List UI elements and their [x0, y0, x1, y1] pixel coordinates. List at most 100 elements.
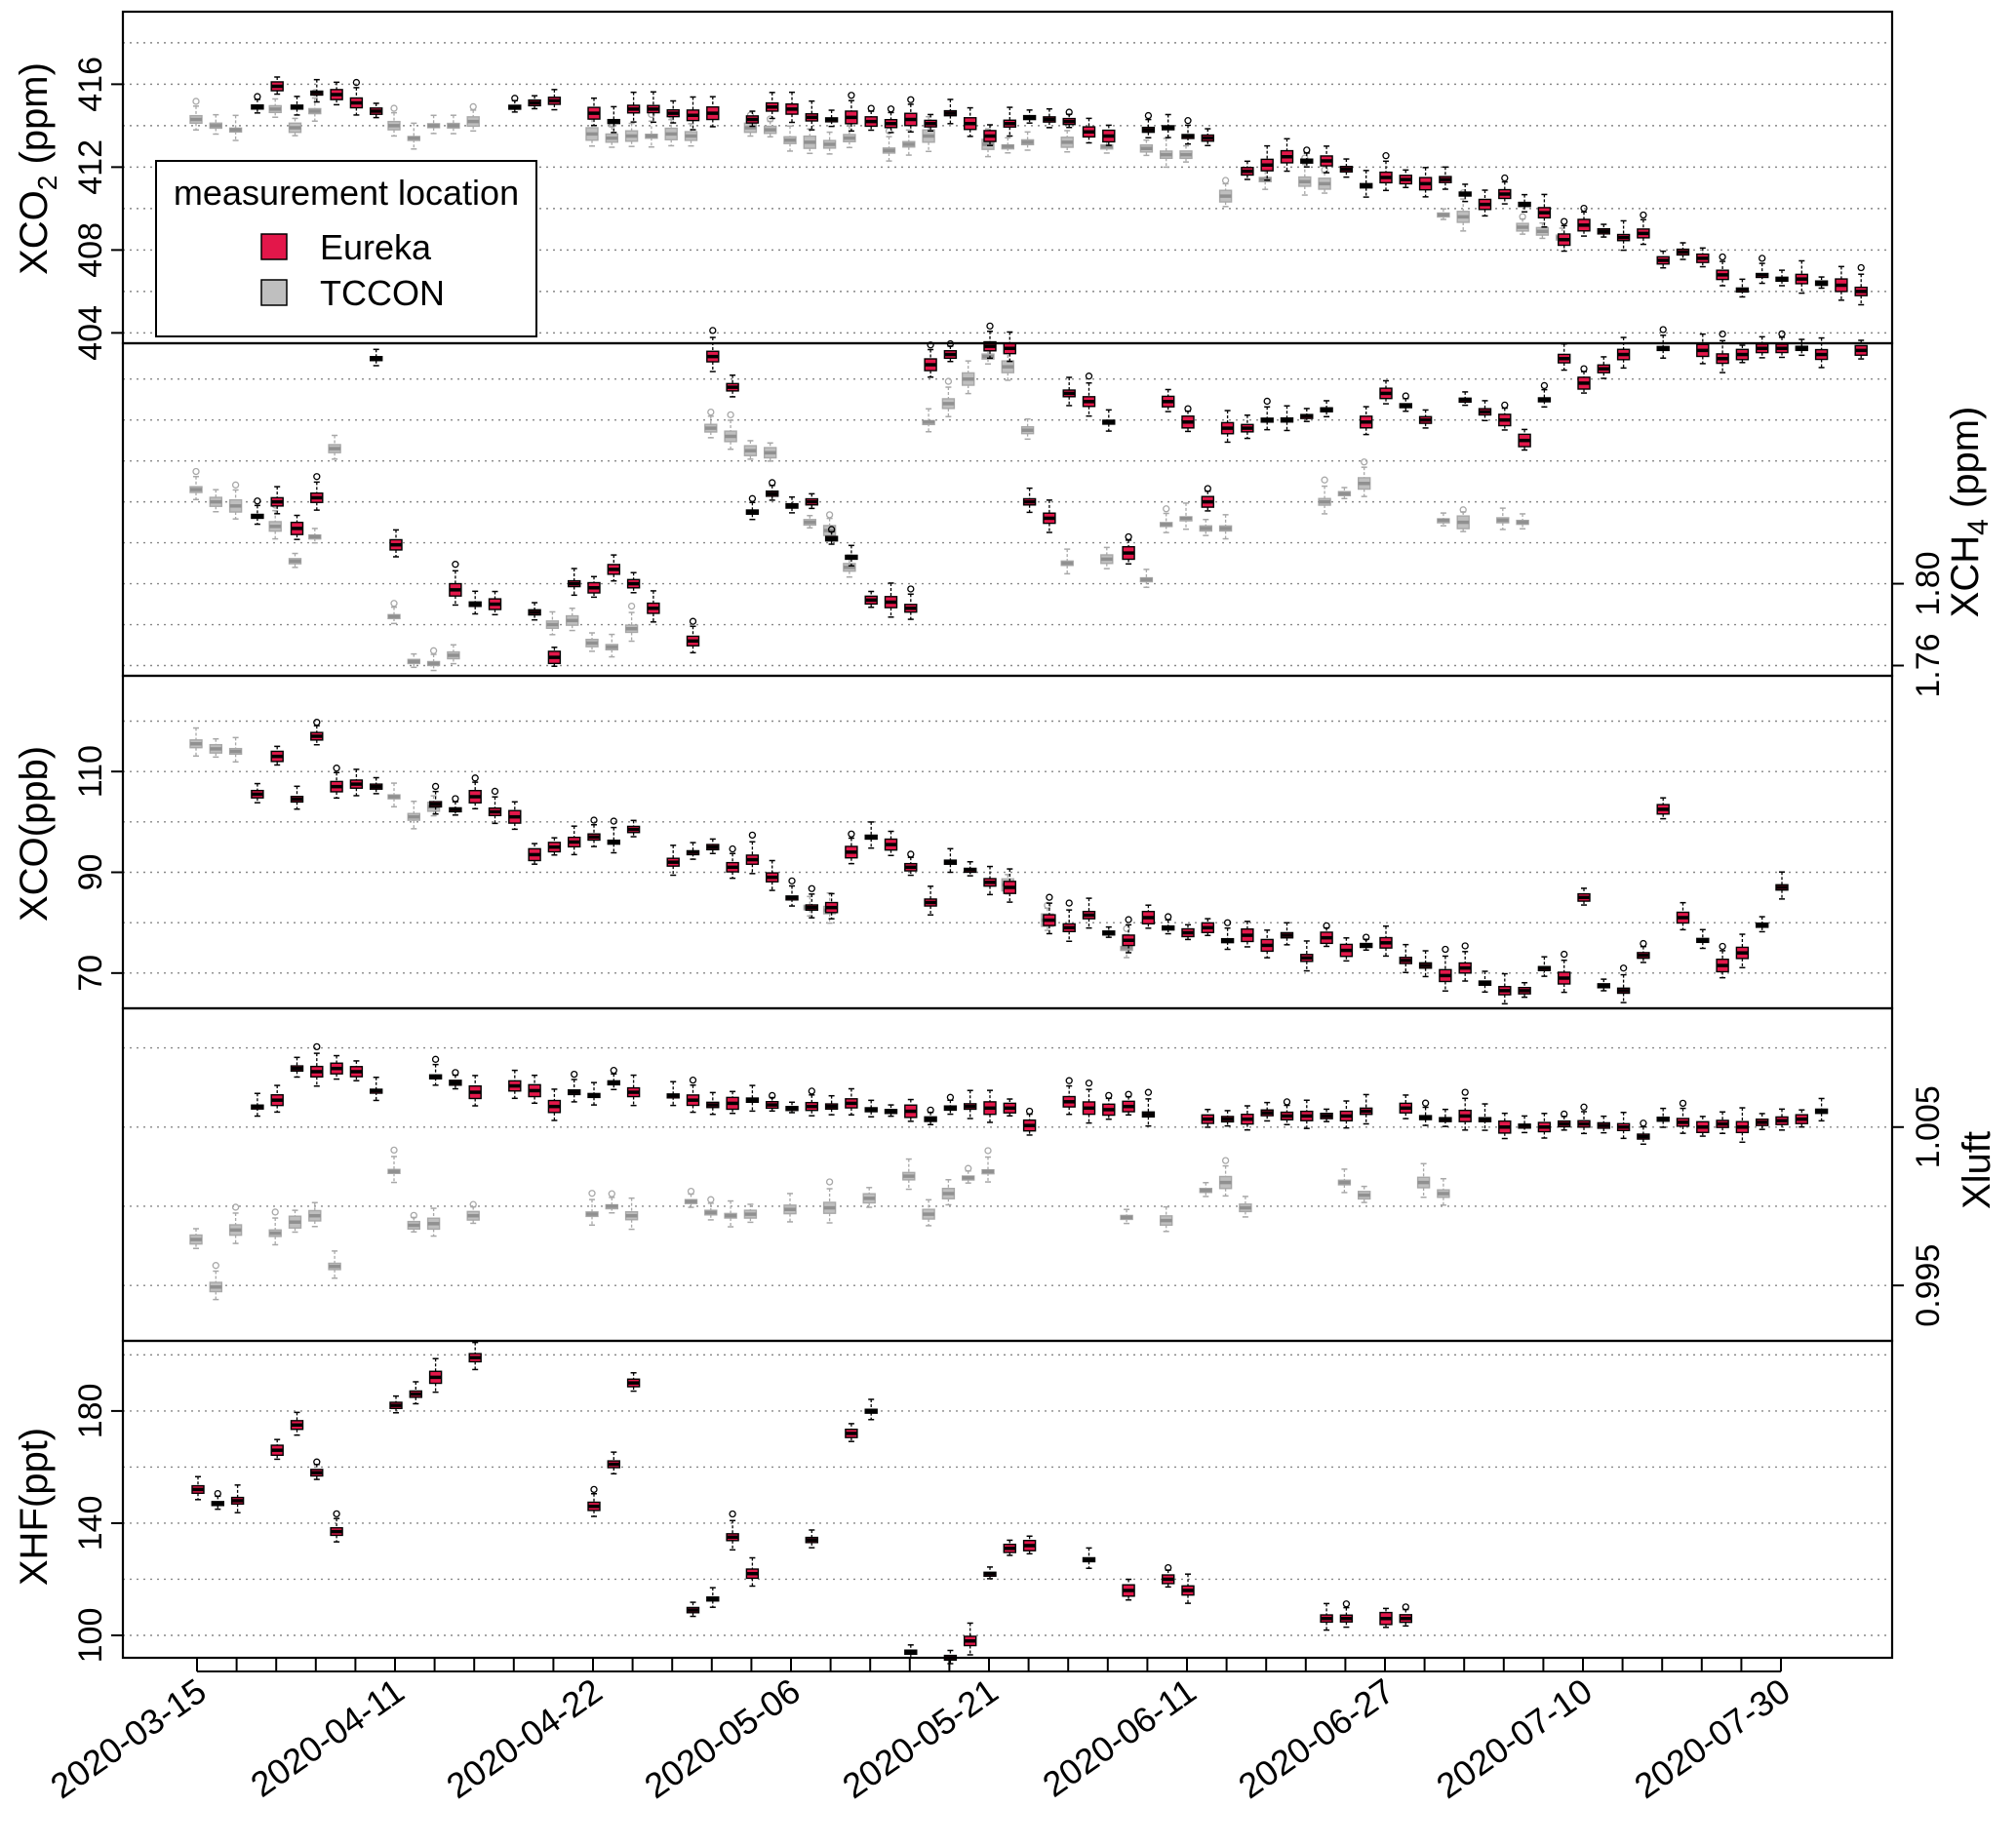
outlier-point — [848, 92, 855, 99]
box-xco-eureka — [904, 850, 918, 877]
outlier-point — [313, 1042, 321, 1051]
box-xco2-tccon — [664, 111, 678, 147]
box-xluft-tccon — [704, 1196, 718, 1221]
ylabel-xco2: XCO2 (ppm) — [13, 62, 62, 275]
box-xhf-eureka — [904, 1644, 918, 1659]
box-xhf-eureka — [1181, 1573, 1195, 1604]
box-xch4-tccon — [605, 633, 618, 658]
box-xluft-eureka — [1300, 1099, 1314, 1129]
box-xco2-eureka — [1478, 189, 1492, 217]
box-xco2-tccon — [605, 119, 618, 148]
box-xluft-eureka — [1241, 1105, 1254, 1131]
ytick-label-xhf: 100 — [72, 1608, 109, 1664]
outlier-point — [313, 719, 321, 727]
outlier-point — [1046, 893, 1053, 901]
box-xco2-eureka — [310, 78, 324, 103]
box-xhf-eureka — [964, 1622, 977, 1656]
box-xhf-eureka — [191, 1475, 205, 1501]
box-xco-eureka — [1577, 887, 1591, 906]
box-xco2-tccon — [822, 131, 837, 155]
box-xhf-eureka — [1399, 1603, 1413, 1628]
box-xco-eureka — [1260, 929, 1274, 959]
box-xluft-eureka — [310, 1042, 324, 1087]
box-xco2-eureka — [1439, 166, 1452, 190]
outlier-point — [1144, 1088, 1153, 1096]
box-xluft-tccon — [228, 1203, 243, 1244]
box-xhf-eureka — [330, 1510, 343, 1543]
box-xch4-eureka — [1043, 499, 1056, 533]
box-xco2-eureka — [370, 102, 383, 119]
outlier-point — [887, 105, 895, 113]
box-xluft-eureka — [528, 1074, 541, 1105]
box-xco-eureka — [924, 885, 937, 916]
box-xch4-eureka — [1241, 413, 1254, 440]
outlier-point — [944, 377, 953, 385]
box-xluft-tccon — [308, 1201, 322, 1228]
outlier-point — [1778, 330, 1786, 338]
box-xch4-eureka — [1359, 406, 1373, 436]
outlier-point — [1125, 1090, 1132, 1098]
box-xco2-eureka — [1379, 152, 1393, 192]
box-xco2-eureka — [1637, 211, 1650, 246]
box-xco-eureka — [726, 844, 739, 880]
outlier-point — [1044, 901, 1051, 910]
panel-frame-xch4 — [121, 341, 1894, 678]
outlier-point — [1759, 255, 1766, 262]
box-xch4-eureka — [1260, 397, 1274, 431]
box-xch4-tccon — [308, 528, 322, 544]
outlier-point — [1679, 1099, 1687, 1108]
box-xco-eureka — [666, 844, 680, 877]
box-xco2-eureka — [607, 105, 620, 134]
box-xco-eureka — [884, 830, 898, 857]
box-xluft-eureka — [1062, 1077, 1076, 1116]
box-xch4-tccon — [1337, 487, 1352, 499]
box-xluft-eureka — [1716, 1111, 1729, 1134]
box-xluft-tccon — [288, 1209, 302, 1234]
box-xco-eureka — [330, 765, 343, 800]
box-xluft-tccon — [209, 1262, 223, 1301]
box-xco-eureka — [568, 825, 581, 856]
box-xco2-tccon — [426, 114, 441, 135]
box-xluft-eureka — [1122, 1090, 1135, 1117]
box-xch4-eureka — [824, 526, 839, 545]
outlier-point — [1105, 1091, 1113, 1100]
box-xco-eureka — [1280, 922, 1294, 946]
box-xluft-eureka — [943, 1093, 958, 1116]
box-xluft-tccon — [624, 1197, 639, 1231]
outlier-point — [1580, 365, 1588, 373]
box-xch4-tccon — [288, 552, 302, 569]
box-xch4-tccon — [407, 652, 420, 669]
box-xluft-eureka — [1676, 1099, 1690, 1134]
box-xco2-eureka — [1835, 265, 1848, 301]
outlier-point — [1719, 253, 1726, 261]
box-xco-eureka — [626, 819, 641, 838]
outlier-point — [729, 844, 736, 853]
outlier-point — [1184, 117, 1192, 125]
box-xhf-eureka — [626, 1372, 641, 1393]
box-xluft-tccon — [902, 1158, 916, 1191]
outlier-point — [231, 1203, 240, 1211]
box-xch4-tccon — [1318, 476, 1331, 515]
outlier-point — [1144, 111, 1153, 120]
outlier-point — [431, 1055, 440, 1063]
outlier-point — [212, 1262, 219, 1270]
box-xch4-eureka — [864, 590, 878, 609]
box-xco-eureka — [1557, 950, 1571, 994]
box-xco-eureka — [983, 865, 997, 896]
box-xco2-eureka — [1597, 223, 1611, 238]
box-xhf-eureka — [686, 1601, 700, 1618]
box-xco-tccon — [209, 737, 223, 759]
box-xco2-eureka — [270, 76, 284, 96]
box-xco2-tccon — [209, 113, 223, 136]
outlier-point — [1125, 916, 1132, 923]
box-xco-eureka — [1775, 871, 1789, 900]
xtick-label-date: 2020-04-11 — [243, 1670, 411, 1805]
box-xluft-eureka — [290, 1056, 304, 1079]
outlier-point — [214, 1489, 221, 1498]
box-xhf-eureka — [1339, 1600, 1354, 1629]
box-xluft-tccon — [981, 1147, 995, 1183]
outlier-point — [571, 1070, 578, 1079]
box-xluft-tccon — [268, 1208, 282, 1246]
box-xco-eureka — [1082, 897, 1096, 929]
box-xco-eureka — [349, 768, 364, 797]
